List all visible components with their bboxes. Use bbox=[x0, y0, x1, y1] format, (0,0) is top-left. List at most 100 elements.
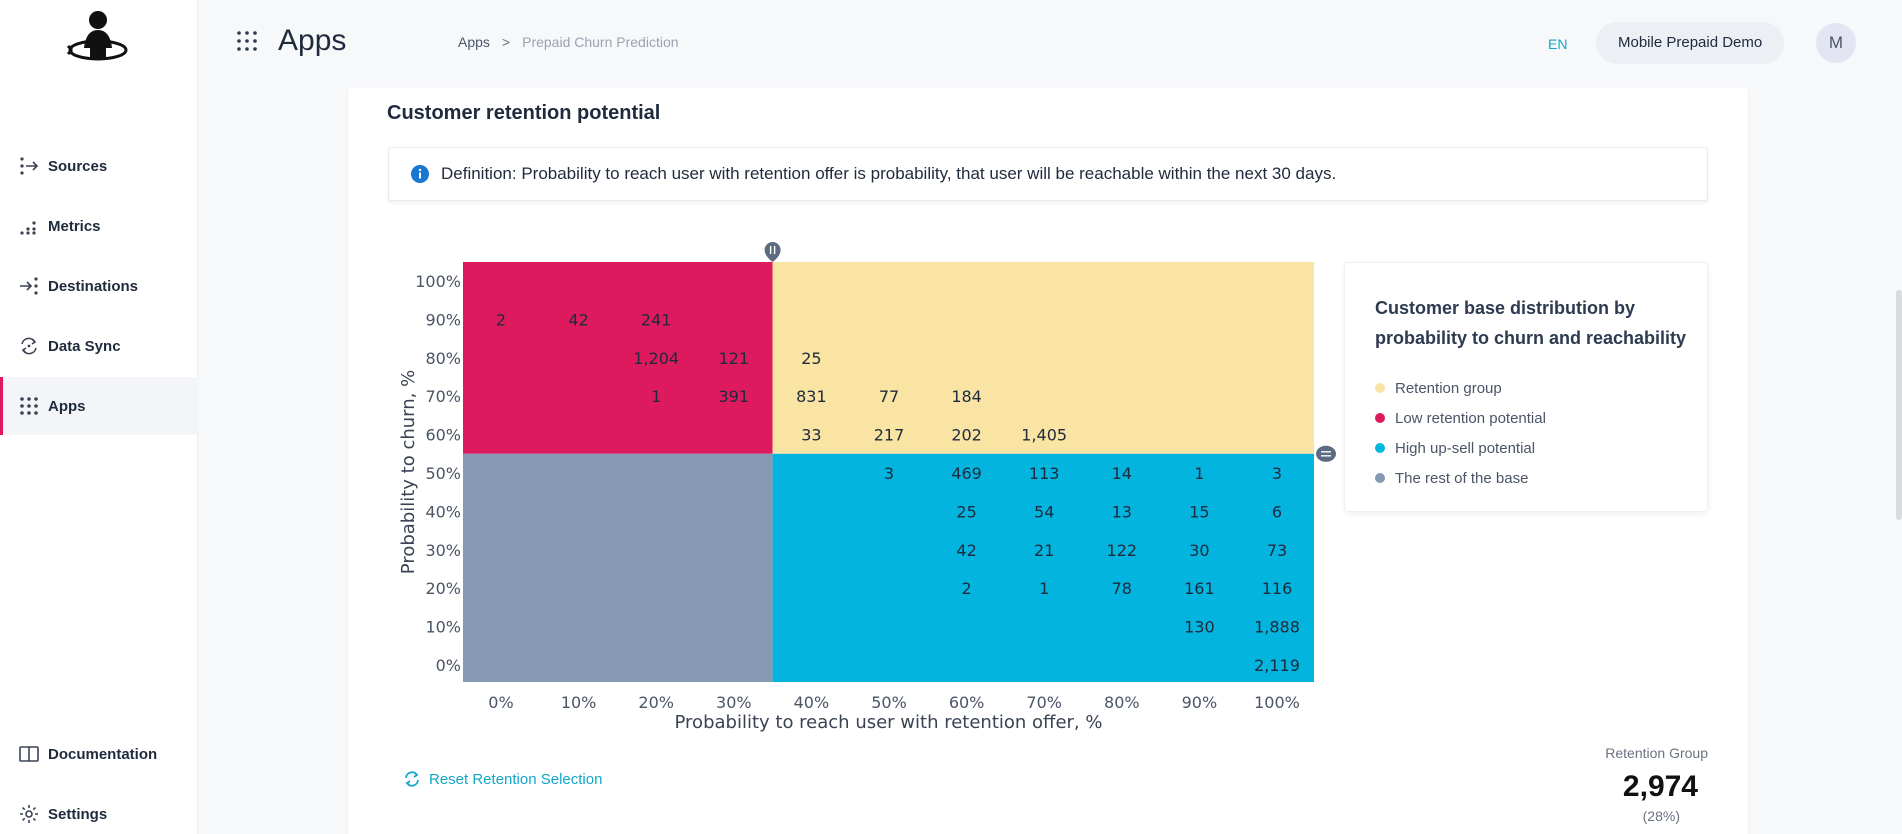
legend-label: Retention group bbox=[1395, 379, 1502, 397]
heatmap-cell-label: 2,119 bbox=[1254, 656, 1300, 675]
y-tick-label: 10% bbox=[425, 618, 461, 637]
heatmap-cell-label: 25 bbox=[956, 502, 976, 521]
legend-label: Low retention potential bbox=[1395, 409, 1546, 427]
kpi-label: Retention Group bbox=[1605, 745, 1708, 761]
heatmap-cell-label: 42 bbox=[568, 310, 588, 329]
sidebar-item-apps[interactable]: Apps bbox=[0, 377, 198, 435]
heatmap-cell-label: 184 bbox=[951, 387, 982, 406]
y-tick-label: 20% bbox=[425, 579, 461, 598]
avatar[interactable]: M bbox=[1816, 23, 1856, 63]
heatmap-region bbox=[772, 453, 1314, 682]
heatmap-cell-label: 14 bbox=[1112, 464, 1132, 483]
x-axis-title: Probability to reach user with retention… bbox=[675, 712, 1103, 733]
y-tick-label: 90% bbox=[425, 310, 461, 329]
x-tick-label: 40% bbox=[794, 693, 830, 712]
y-axis-title: Probability to churn, % bbox=[398, 370, 419, 574]
heatmap-cell-label: 21 bbox=[1034, 541, 1054, 560]
x-tick-label: 20% bbox=[638, 693, 674, 712]
heatmap-cell-label: 217 bbox=[874, 426, 905, 445]
heatmap-cell-label: 122 bbox=[1107, 541, 1138, 560]
heatmap-cell-label: 6 bbox=[1272, 502, 1282, 521]
heatmap-cell-label: 13 bbox=[1112, 502, 1132, 521]
kpi-share: (28%) bbox=[1642, 808, 1680, 824]
heatmap-cell-label: 54 bbox=[1034, 502, 1054, 521]
heatmap-cell-label: 33 bbox=[801, 426, 821, 445]
destinations-icon bbox=[18, 275, 40, 297]
sidebar-item-label: Destinations bbox=[48, 277, 139, 295]
heatmap-cell-label: 161 bbox=[1184, 579, 1215, 598]
heatmap-cell-label: 202 bbox=[951, 426, 982, 445]
sidebar-item-destinations[interactable]: Destinations bbox=[0, 257, 198, 315]
sidebar-item-label: Settings bbox=[48, 805, 108, 823]
x-tick-label: 50% bbox=[871, 693, 907, 712]
reset-label: Reset Retention Selection bbox=[429, 770, 603, 788]
legend-dot bbox=[1375, 443, 1385, 453]
breadcrumb-current: Prepaid Churn Prediction bbox=[522, 34, 679, 50]
sidebar-item-documentation[interactable]: Documentation bbox=[0, 725, 198, 783]
apps-grid-icon[interactable] bbox=[236, 30, 258, 52]
sidebar-item-label: Documentation bbox=[48, 745, 158, 763]
refresh-icon bbox=[405, 771, 419, 787]
reach-threshold-handle[interactable] bbox=[764, 242, 781, 262]
x-tick-label: 0% bbox=[488, 693, 513, 712]
breadcrumb-link-apps[interactable]: Apps bbox=[458, 34, 490, 50]
heatmap-cell-label: 2 bbox=[496, 310, 506, 329]
sidebar: Sources Metrics Destinations Data Sync A… bbox=[0, 0, 198, 834]
legend-dot bbox=[1375, 413, 1385, 423]
logo-icon[interactable] bbox=[64, 8, 132, 64]
sidebar-item-label: Data Sync bbox=[48, 337, 121, 355]
info-icon bbox=[411, 165, 429, 183]
heatmap-cell-label: 1 bbox=[1039, 579, 1049, 598]
scrollbar[interactable] bbox=[1896, 290, 1902, 520]
section-title: Customer retention potential bbox=[387, 102, 661, 124]
heatmap-cell-label: 25 bbox=[801, 349, 821, 368]
sidebar-item-settings[interactable]: Settings bbox=[0, 785, 198, 834]
heatmap-cell-label: 241 bbox=[641, 310, 672, 329]
apps-icon bbox=[18, 395, 40, 417]
reset-retention-selection-button[interactable]: Reset Retention Selection bbox=[403, 770, 602, 788]
workspace-selector[interactable]: Mobile Prepaid Demo bbox=[1596, 22, 1785, 64]
heatmap-cell-label: 1 bbox=[1194, 464, 1204, 483]
legend-dot bbox=[1375, 383, 1385, 393]
heatmap-cell-label: 42 bbox=[956, 541, 976, 560]
heatmap-cell-label: 2 bbox=[962, 579, 972, 598]
heatmap-cell-label: 78 bbox=[1112, 579, 1132, 598]
heatmap-cell-label: 116 bbox=[1262, 579, 1293, 598]
legend-label: The rest of the base bbox=[1395, 469, 1529, 487]
heatmap-cell-label: 3 bbox=[1272, 464, 1282, 483]
heatmap-cell-label: 391 bbox=[719, 387, 750, 406]
x-tick-label: 60% bbox=[949, 693, 985, 712]
sidebar-item-metrics[interactable]: Metrics bbox=[0, 197, 198, 255]
x-tick-label: 90% bbox=[1182, 693, 1218, 712]
y-tick-label: 0% bbox=[436, 656, 461, 675]
legend-title: Customer base distribution by probabilit… bbox=[1375, 298, 1687, 348]
heatmap-cell-label: 130 bbox=[1184, 618, 1215, 637]
language-selector[interactable]: EN bbox=[1548, 36, 1568, 52]
heatmap-cell-label: 831 bbox=[796, 387, 827, 406]
x-tick-label: 80% bbox=[1104, 693, 1140, 712]
heatmap-cell-label: 469 bbox=[951, 464, 982, 483]
kpi-value: 2,974 bbox=[1622, 770, 1698, 803]
heatmap-cell-label: 1,405 bbox=[1021, 426, 1067, 445]
heatmap-region bbox=[463, 262, 773, 454]
legend-dot bbox=[1375, 473, 1385, 483]
heatmap-cell-label: 1,888 bbox=[1254, 618, 1300, 637]
heatmap-cell-label: 3 bbox=[884, 464, 894, 483]
heatmap-cell-label: 113 bbox=[1029, 464, 1060, 483]
sidebar-item-label: Apps bbox=[48, 397, 86, 415]
sidebar-item-sources[interactable]: Sources bbox=[0, 137, 198, 195]
definition-text: Definition: Probability to reach user wi… bbox=[441, 164, 1337, 183]
heatmap-cell-label: 121 bbox=[719, 349, 750, 368]
sidebar-item-data-sync[interactable]: Data Sync bbox=[0, 317, 198, 375]
top-bar: Apps Apps > Prepaid Churn Prediction EN … bbox=[198, 0, 1902, 86]
legend-item-low-retention: Low retention potential bbox=[1375, 403, 1546, 433]
sidebar-item-label: Sources bbox=[48, 157, 108, 175]
y-tick-label: 60% bbox=[425, 426, 461, 445]
x-tick-label: 30% bbox=[716, 693, 752, 712]
heatmap-cell-label: 1,204 bbox=[633, 349, 679, 368]
churn-threshold-handle[interactable] bbox=[1316, 445, 1336, 462]
heatmap-region bbox=[463, 453, 773, 682]
y-tick-label: 100% bbox=[415, 272, 461, 291]
legend-item-rest-of-base: The rest of the base bbox=[1375, 463, 1546, 493]
